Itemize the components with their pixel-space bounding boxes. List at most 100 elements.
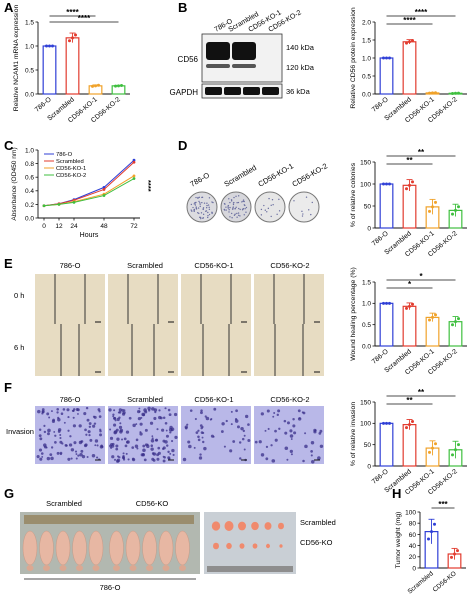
invaded-cell [267,427,270,430]
data-point [411,39,414,43]
colony [230,212,233,215]
invaded-cell [98,415,102,418]
legend-label: CD56-KO-1 [56,166,86,172]
invaded-cell [205,416,210,421]
mouse [142,530,157,566]
significance-stars: ** [418,148,425,157]
colony [227,206,229,208]
colony [207,214,209,217]
invaded-cell [54,441,57,444]
invaded-cell [80,449,84,453]
significance-stars: ** [406,156,413,165]
invaded-cell [45,446,48,449]
data-point [454,320,457,324]
data-point [72,200,76,204]
invaded-cell [197,435,200,439]
data-point [48,44,51,48]
invaded-cell [283,419,287,423]
colony [194,202,196,204]
data-point [388,301,391,305]
colony [241,201,243,203]
colony [237,201,240,204]
bar [425,316,440,347]
invaded-cell [197,429,200,432]
invaded-cell [122,452,125,455]
blot-band [262,87,279,95]
invaded-cell [46,456,51,461]
data-point [408,304,411,308]
invaded-cell [199,453,202,456]
micrograph [181,274,251,326]
invaded-cell [40,452,44,455]
invaded-cell [59,433,62,436]
invaded-cell [132,423,136,428]
chart-E: 0.0 0.5 1.0 1.5 Wound healing percentage (%)… [350,267,467,376]
invaded-cell [272,415,275,418]
invaded-cell [238,441,242,444]
bar [402,305,417,347]
invaded-cell [85,406,89,410]
colony [245,211,247,213]
invaded-cell [235,409,238,413]
invaded-cell [247,423,250,426]
invaded-cell [304,444,308,449]
invaded-cell [50,446,54,449]
data-point [132,174,136,178]
y-axis-label: Wound healing percentage (%) [350,267,357,361]
data-point [451,91,454,95]
invaded-cell [37,409,41,414]
invaded-cell [125,430,130,434]
invaded-cell [43,430,47,434]
invaded-cell [116,437,120,441]
invaded-cell [65,444,68,447]
y-tick-label: 0.2 [25,202,34,209]
x-tick-label: 786-O [371,468,390,486]
colony [244,208,246,210]
invaded-cell [225,419,228,423]
x-tick-label: 786-O [371,96,390,114]
invaded-cell [54,434,57,437]
invaded-cell [59,440,63,444]
invaded-cell [274,429,277,433]
invaded-cell [220,430,224,433]
invaded-cell [292,418,295,421]
invaded-cell [203,446,207,451]
colony [198,200,200,203]
invaded-cell [187,440,191,444]
colony [225,209,227,211]
colony [311,201,313,204]
colony [234,208,236,210]
invaded-cell [99,433,103,437]
invaded-cell [132,458,136,462]
colony [207,204,210,206]
colony [230,200,233,202]
colony [235,195,237,198]
invaded-cell [96,456,99,459]
data-point [457,443,460,447]
invaded-cell [273,412,276,414]
y-tick-label: 0.5 [25,67,34,74]
invaded-cell [134,444,139,448]
invaded-cell [202,440,205,444]
tumor [278,522,284,530]
y-tick-label: 0.5 [362,73,371,80]
invaded-cell [194,417,197,421]
invaded-cell [84,428,87,432]
invaded-cell [209,418,212,421]
invaded-cell [318,432,322,435]
significance-stars: * [408,280,412,289]
invaded-cell [121,456,125,460]
data-point [431,205,434,209]
invaded-cell [156,428,159,431]
y-tick-label: 1.0 [25,147,34,154]
invaded-cell [126,440,129,444]
y-tick-label: 0.4 [25,188,34,195]
invaded-cell [223,445,226,448]
tumor-row-label: CD56-KO [300,538,333,547]
mouse-head [146,565,153,571]
colony [199,202,201,204]
significance-stars: **** [144,180,153,192]
tumor [264,522,272,530]
data-point [427,537,430,541]
x-tick-label: 24 [70,223,78,230]
